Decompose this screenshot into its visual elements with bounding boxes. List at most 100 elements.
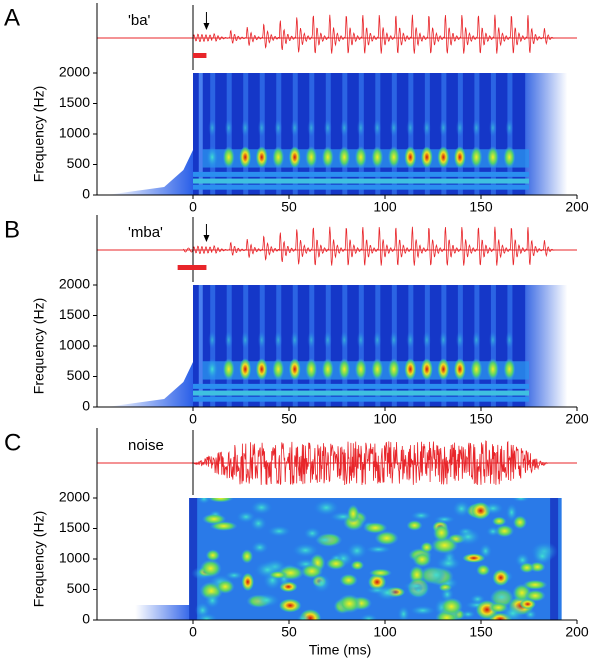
blob bbox=[420, 541, 434, 554]
y-axis-label: Frequency (Hz) bbox=[31, 511, 47, 607]
y-tick-label: 500 bbox=[67, 155, 91, 171]
formant2 bbox=[241, 118, 250, 137]
blob bbox=[365, 545, 392, 554]
blob bbox=[268, 570, 288, 580]
formant bbox=[503, 146, 516, 169]
formant2 bbox=[406, 118, 415, 137]
blob bbox=[523, 608, 538, 620]
blob bbox=[303, 526, 322, 540]
blob bbox=[495, 524, 515, 538]
formant bbox=[222, 358, 235, 381]
blob bbox=[491, 590, 513, 604]
blob bbox=[439, 597, 463, 616]
formant2 bbox=[439, 330, 448, 349]
x-tick-label: 50 bbox=[281, 411, 297, 427]
blob bbox=[296, 613, 310, 620]
panel: 0 500 1000 1500 2000 0 50 100 150 200 A 'ba' Frequen… bbox=[4, 3, 589, 215]
formant bbox=[420, 358, 433, 381]
formant2 bbox=[290, 330, 299, 349]
band bbox=[193, 178, 529, 184]
blob bbox=[197, 498, 211, 505]
blob bbox=[500, 603, 526, 620]
formant2 bbox=[472, 118, 481, 137]
y-tick-label: 0 bbox=[82, 398, 90, 414]
blob bbox=[199, 559, 222, 578]
waveform-label: 'mba' bbox=[128, 224, 163, 241]
y-axis-label: Frequency (Hz) bbox=[31, 86, 47, 182]
x-tick-label: 150 bbox=[469, 411, 493, 427]
formant2 bbox=[340, 330, 349, 349]
x-tick-label: 200 bbox=[565, 624, 589, 640]
blob bbox=[412, 551, 432, 568]
blob bbox=[482, 501, 504, 515]
blob bbox=[462, 553, 486, 563]
formant bbox=[371, 146, 384, 169]
formant2 bbox=[290, 118, 299, 137]
formant bbox=[255, 146, 268, 169]
band bbox=[193, 383, 529, 389]
formant bbox=[321, 358, 334, 381]
formant2 bbox=[422, 118, 431, 137]
formant2 bbox=[505, 118, 514, 137]
blob bbox=[359, 613, 379, 620]
blob bbox=[250, 540, 269, 555]
x-tick-label: 150 bbox=[469, 624, 493, 640]
formant bbox=[255, 358, 268, 381]
lead bbox=[135, 605, 193, 620]
panel: 0 500 1000 1500 2000 0 50 100 150 200 B 'mba' Freque… bbox=[4, 215, 589, 427]
formant bbox=[338, 358, 351, 381]
panel-label: B bbox=[4, 216, 20, 243]
blob bbox=[236, 510, 256, 524]
y-tick-label: 2000 bbox=[59, 489, 90, 505]
blob bbox=[313, 499, 340, 516]
blob bbox=[278, 598, 302, 613]
formant2 bbox=[307, 118, 316, 137]
formant2 bbox=[274, 118, 283, 137]
formant2 bbox=[439, 118, 448, 137]
formant2 bbox=[373, 118, 382, 137]
x-tick-label: 50 bbox=[281, 624, 297, 640]
y-tick-label: 1500 bbox=[59, 94, 90, 110]
x-tick-label: 100 bbox=[373, 411, 397, 427]
onset-stripe bbox=[198, 285, 203, 407]
x-tick-label: 0 bbox=[189, 199, 197, 215]
formant2 bbox=[373, 330, 382, 349]
spectrogram bbox=[106, 73, 568, 195]
formant2 bbox=[488, 330, 497, 349]
formant bbox=[239, 146, 252, 169]
band bbox=[193, 171, 529, 177]
blob bbox=[337, 594, 362, 614]
formant bbox=[486, 146, 499, 169]
y-tick-label: 1500 bbox=[59, 519, 90, 535]
blob bbox=[204, 592, 221, 609]
blob bbox=[479, 543, 493, 559]
blob bbox=[422, 565, 450, 586]
formant2 bbox=[505, 330, 514, 349]
x-tick-label: 0 bbox=[189, 411, 197, 427]
blob bbox=[476, 564, 491, 577]
formant bbox=[305, 146, 318, 169]
voicing-bar bbox=[193, 53, 207, 58]
formant2 bbox=[208, 118, 217, 137]
blob bbox=[511, 498, 531, 503]
blob bbox=[492, 569, 510, 587]
blob bbox=[397, 605, 410, 620]
formant bbox=[437, 358, 450, 381]
formant2 bbox=[307, 330, 316, 349]
blob bbox=[250, 500, 273, 515]
onset-fade bbox=[106, 150, 193, 195]
blob bbox=[195, 612, 218, 620]
formant bbox=[453, 358, 466, 381]
formant bbox=[288, 358, 301, 381]
blob bbox=[486, 526, 500, 537]
formant2 bbox=[224, 330, 233, 349]
formant2 bbox=[274, 330, 283, 349]
formant2 bbox=[356, 330, 365, 349]
x-tick-label: 100 bbox=[373, 199, 397, 215]
blob bbox=[339, 573, 358, 587]
formant bbox=[239, 358, 252, 381]
formant2 bbox=[241, 330, 250, 349]
blob bbox=[519, 562, 535, 574]
y-tick-label: 0 bbox=[82, 611, 90, 627]
formant2 bbox=[208, 330, 217, 349]
